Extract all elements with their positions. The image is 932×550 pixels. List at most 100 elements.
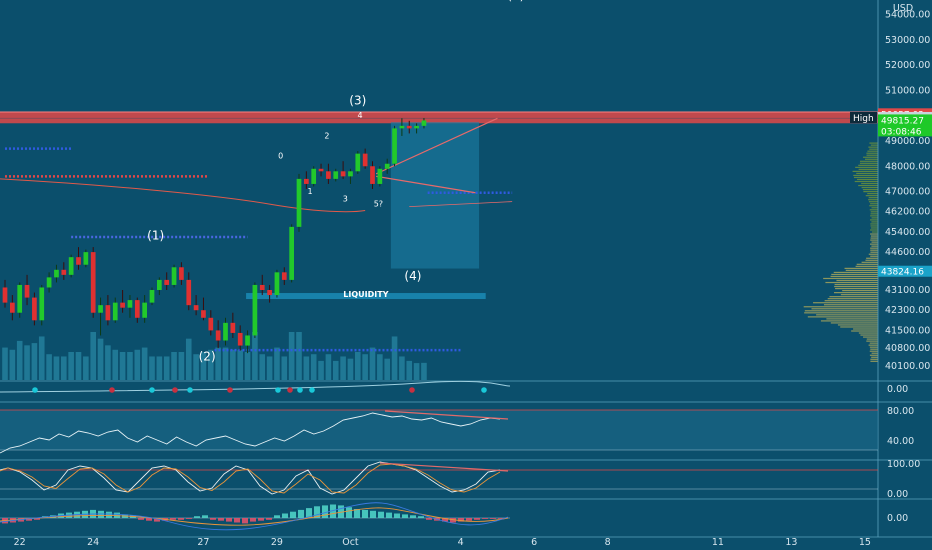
time-tick-label: 13	[785, 537, 797, 548]
candle-bearish[interactable]	[201, 310, 206, 318]
candle-bullish[interactable]	[296, 178, 302, 227]
candle-bearish[interactable]	[326, 171, 331, 179]
candle-bullish[interactable]	[83, 252, 89, 265]
candle-bullish[interactable]	[289, 226, 295, 280]
candle-bullish[interactable]	[39, 287, 45, 321]
volume-profile-bar	[870, 229, 878, 231]
volume-bar	[237, 349, 243, 380]
candle-bearish[interactable]	[370, 166, 375, 184]
candle-bearish[interactable]	[193, 305, 199, 311]
macd-bar-positive	[290, 511, 296, 518]
candle-bearish[interactable]	[237, 332, 243, 346]
time-tick-label: 6	[531, 537, 537, 548]
candle-bullish[interactable]	[156, 279, 162, 290]
candle-bullish[interactable]	[355, 153, 361, 172]
candle-bearish[interactable]	[9, 302, 15, 313]
wedge-upper-line[interactable]	[375, 117, 498, 175]
volume-bar	[200, 352, 207, 380]
candle-bearish[interactable]	[120, 302, 125, 308]
macd-bar-negative	[242, 518, 248, 524]
volume-profile-bar	[869, 219, 878, 221]
candle-bearish[interactable]	[24, 284, 30, 298]
candle-bearish[interactable]	[340, 171, 346, 177]
candle-bearish[interactable]	[134, 300, 140, 318]
candle-bullish[interactable]	[223, 322, 228, 341]
volume-profile-bar	[871, 227, 878, 229]
candle-bullish[interactable]	[384, 163, 390, 169]
candle-bearish[interactable]	[179, 267, 184, 280]
candle-bearish[interactable]	[303, 178, 309, 184]
volume-profile-bar	[870, 255, 878, 257]
time-tick-label: 29	[271, 537, 283, 548]
indicator-panes[interactable]	[0, 0, 932, 538]
resistance-zone-lower[interactable]	[0, 118, 878, 124]
candle-bearish[interactable]	[61, 269, 67, 275]
candle-bearish[interactable]	[259, 284, 265, 290]
volume-profile-bar	[870, 203, 878, 205]
candle-bearish[interactable]	[362, 153, 368, 167]
candle-bullish[interactable]	[171, 267, 177, 285]
candle-bullish[interactable]	[46, 277, 52, 288]
candle-bearish[interactable]	[32, 297, 37, 321]
candle-bullish[interactable]	[421, 120, 427, 126]
candle-bullish[interactable]	[377, 168, 383, 184]
liquidity-band[interactable]	[246, 293, 486, 300]
volume-profile-bar	[860, 334, 878, 336]
candles[interactable]	[2, 117, 427, 354]
volume-bar	[97, 338, 104, 380]
candle-bullish[interactable]	[142, 302, 148, 318]
signal-dot	[109, 387, 115, 393]
candle-bearish[interactable]	[406, 125, 412, 129]
candle-bullish[interactable]	[149, 290, 155, 303]
volume-bar	[46, 354, 52, 380]
candle-bullish[interactable]	[98, 305, 103, 313]
candle-bullish[interactable]	[274, 272, 280, 296]
candle-bearish[interactable]	[76, 257, 81, 265]
candle-bearish[interactable]	[186, 279, 192, 306]
price-tick-label: 40100.00	[885, 361, 930, 372]
resistance-zone-upper[interactable]	[0, 111, 878, 118]
volume-bar	[119, 352, 126, 380]
candle-bearish[interactable]	[105, 305, 111, 321]
volume-bar	[325, 354, 332, 380]
subwave-label: 4	[357, 111, 362, 120]
candle-bearish[interactable]	[281, 272, 287, 280]
candle-bullish[interactable]	[399, 125, 405, 129]
candle-bullish[interactable]	[252, 284, 258, 336]
target-box[interactable]	[390, 122, 480, 269]
candle-bullish[interactable]	[127, 300, 133, 308]
price-badge-label: 43824.16	[881, 268, 924, 278]
candle-bullish[interactable]	[54, 269, 59, 278]
volume-profile-bar	[869, 148, 878, 150]
price-tick-label: 40800.00	[885, 343, 930, 354]
candle-bearish[interactable]	[2, 287, 8, 303]
volume-bar	[362, 354, 368, 380]
macd-bar-positive	[282, 513, 288, 518]
candle-bullish[interactable]	[245, 335, 250, 346]
time-axis[interactable]: 22 24 27 29 Oct 4 6 8 11 13 15	[14, 537, 871, 548]
candle-bullish[interactable]	[333, 171, 339, 179]
candle-bearish[interactable]	[208, 317, 214, 331]
candle-bearish[interactable]	[230, 322, 236, 333]
candle-bullish[interactable]	[392, 128, 397, 164]
volume-profile-bar	[867, 150, 878, 152]
candle-bullish[interactable]	[311, 168, 317, 184]
wave-label: (5)	[507, 0, 524, 3]
candle-bullish[interactable]	[17, 284, 23, 313]
candle-bearish[interactable]	[318, 168, 324, 172]
candle-bearish[interactable]	[215, 330, 221, 341]
candle-bullish[interactable]	[112, 302, 118, 321]
candle-bearish[interactable]	[267, 290, 272, 296]
candle-bearish[interactable]	[90, 252, 96, 313]
volume-profile-bar	[807, 316, 878, 318]
candle-bullish[interactable]	[68, 257, 74, 275]
time-tick-label: 11	[712, 537, 724, 548]
volume-bar	[208, 349, 214, 380]
candle-bearish[interactable]	[164, 279, 170, 285]
main-price-pane[interactable]: (1) (2) (3) (4) (5) 0 1 2 3 4 5? LIQUIDITY	[0, 0, 878, 380]
wedge-lower-line[interactable]	[376, 175, 476, 194]
candle-bullish[interactable]	[348, 171, 353, 177]
candle-bullish[interactable]	[414, 125, 419, 129]
volume-profile-bar	[871, 241, 878, 243]
